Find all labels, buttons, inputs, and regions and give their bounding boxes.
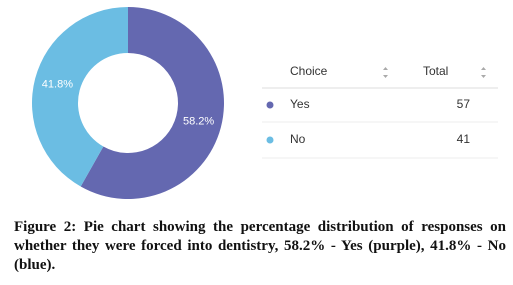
table-cell: Yes [290,97,310,111]
table-header: Total [423,64,448,78]
table-cell: 57 [457,97,471,111]
table-header: Choice [290,64,328,78]
table-cell: 41 [457,132,471,146]
data-label: 41.8% [42,78,73,90]
chart: Choice Total 58.2% 41.8% Yes 57 No 41 [31,7,498,200]
legend-dot [266,136,274,144]
donut-segment [80,7,224,200]
donut-segment [31,7,128,187]
legend-dot [266,101,274,109]
data-label: 58.2% [183,116,214,128]
sort-icon [383,67,486,78]
caption: Figure 2: Pie chart showing the percenta… [14,219,506,273]
table-cell: No [290,132,306,146]
